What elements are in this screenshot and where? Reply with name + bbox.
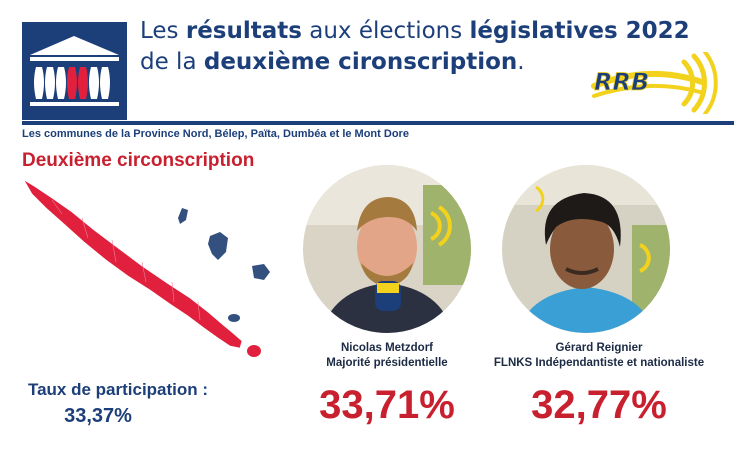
candidate-portrait-icon bbox=[303, 165, 471, 333]
title-line-1: Les résultats aux élections législatives… bbox=[140, 16, 730, 47]
assemblee-logo-icon bbox=[22, 22, 127, 120]
map-icon bbox=[23, 179, 270, 357]
communes-subtitle: Les communes de la Province Nord, Bélep,… bbox=[22, 128, 409, 140]
title-text: . bbox=[517, 49, 525, 75]
header-divider bbox=[22, 121, 734, 125]
candidate-1-score: 33,71% bbox=[319, 383, 455, 427]
svg-text:RRB: RRB bbox=[594, 68, 649, 96]
title-text: Les bbox=[140, 18, 186, 44]
candidate-1-name: Nicolas Metzdorf bbox=[340, 342, 433, 354]
ouvea-shape bbox=[178, 208, 188, 224]
section-title: Deuxième circonscription bbox=[22, 150, 255, 171]
candidate-portrait-icon bbox=[502, 165, 670, 333]
candidate-photo-reignier bbox=[502, 165, 670, 333]
rrb-logo-icon: RRB bbox=[591, 50, 718, 116]
title-bold-resultats: résultats bbox=[185, 18, 302, 44]
title-bold-legislatives: législatives 2022 bbox=[469, 18, 690, 44]
assemblee-nationale-logo bbox=[22, 22, 127, 120]
rrb-logo: RRB bbox=[588, 50, 738, 116]
participation-label: Taux de participation : bbox=[27, 380, 209, 399]
candidate-2-party: FLNKS Indépendantiste et nationaliste bbox=[493, 357, 705, 369]
candidate-2-score: 32,77% bbox=[531, 383, 667, 427]
title-text: de la bbox=[140, 49, 204, 75]
candidate-photo-metzdorf bbox=[303, 165, 471, 333]
candidate-2-name: Gérard Reignier bbox=[555, 342, 643, 354]
lifou-shape bbox=[208, 232, 228, 260]
title-text: aux élections bbox=[301, 18, 470, 44]
candidate-1-party: Majorité présidentielle bbox=[326, 357, 448, 369]
title-bold-circonscription: deuxième cironscription bbox=[203, 49, 518, 75]
title-line-2: de la deuxième cironscription. bbox=[140, 47, 730, 78]
grande-terre-shape bbox=[23, 179, 243, 349]
mare-shape bbox=[252, 264, 270, 280]
page-title: Les résultats aux élections législatives… bbox=[140, 16, 730, 78]
participation-value: 33,37% bbox=[64, 405, 132, 427]
new-caledonia-map bbox=[22, 178, 282, 363]
